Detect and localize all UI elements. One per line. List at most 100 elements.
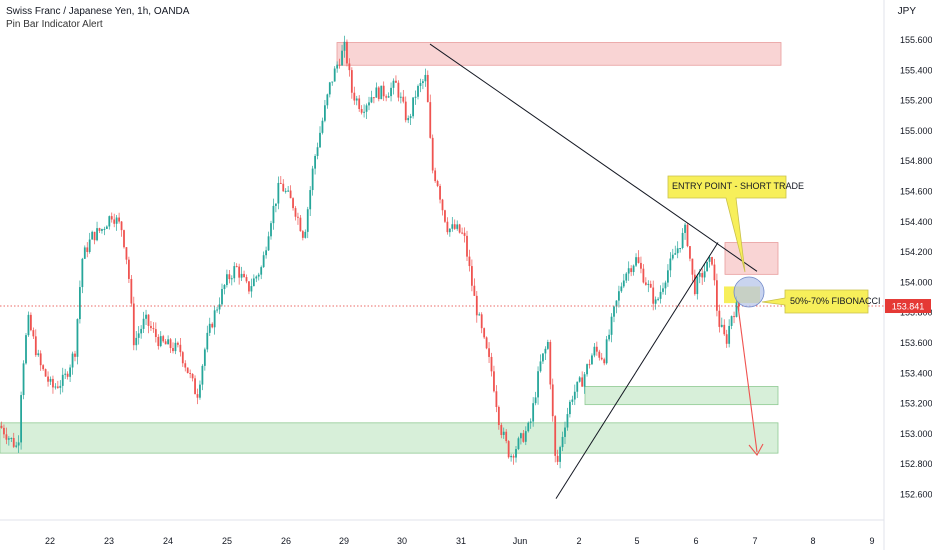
- candles-layer: [0, 35, 740, 469]
- candle-body: [287, 190, 290, 192]
- symbol-title[interactable]: Swiss Franc / Japanese Yen, 1h, OANDA: [6, 6, 190, 17]
- candle-body: [284, 190, 287, 192]
- candle-body: [471, 266, 473, 286]
- candle-body: [282, 183, 285, 192]
- candle-body: [47, 376, 49, 382]
- candle-body: [74, 353, 76, 357]
- y-tick-label: 155.000: [900, 126, 932, 136]
- candle-body: [294, 208, 297, 217]
- y-tick-label: 153.400: [900, 368, 932, 378]
- candle-body: [505, 431, 508, 442]
- candle-body: [169, 339, 172, 349]
- candle-body: [414, 96, 417, 98]
- candle-body: [720, 324, 723, 327]
- candle-body: [194, 378, 196, 395]
- candle-body: [52, 378, 54, 388]
- last-price-badge: [885, 299, 931, 314]
- demand-zone: [0, 422, 779, 454]
- x-tick-label: 23: [104, 536, 114, 546]
- candle-body: [179, 344, 182, 353]
- candle-body: [493, 371, 495, 392]
- candle-body: [360, 109, 363, 113]
- candle-body: [610, 316, 613, 335]
- candle-body: [275, 203, 277, 206]
- candle-body: [196, 394, 199, 398]
- y-tick-label: 152.800: [900, 459, 932, 469]
- x-tick-label: 22: [45, 536, 55, 546]
- candle-body: [635, 257, 637, 266]
- candle-body: [380, 85, 383, 100]
- candle-body: [404, 101, 407, 121]
- candle-body: [333, 68, 336, 82]
- x-tick-label: 7: [752, 536, 757, 546]
- candle-body: [520, 433, 522, 439]
- candle-body: [375, 87, 378, 98]
- candle-body: [561, 436, 564, 448]
- candle-body: [605, 339, 608, 364]
- candle-body: [110, 216, 113, 220]
- candle-body: [353, 92, 356, 101]
- candle-body: [647, 283, 650, 285]
- candle-body: [522, 433, 525, 442]
- candle-body: [137, 333, 140, 338]
- candle-body: [203, 349, 206, 366]
- candle-body: [279, 182, 282, 184]
- candle-body: [382, 85, 385, 97]
- y-tick-label: 152.600: [900, 490, 932, 500]
- candle-body: [235, 266, 238, 268]
- candle-body: [12, 437, 15, 447]
- projection-arrow-head: [748, 443, 764, 456]
- candle-body: [659, 291, 662, 299]
- candle-body: [475, 295, 478, 316]
- y-tick-label: 154.600: [900, 187, 932, 197]
- candle-body: [390, 87, 392, 97]
- candle-body: [98, 228, 101, 231]
- candle-body: [573, 391, 576, 400]
- candle-body: [706, 261, 708, 272]
- candle-body: [436, 181, 439, 186]
- candle-body: [512, 455, 515, 458]
- candle-body: [725, 334, 728, 344]
- candle-body: [564, 427, 566, 437]
- candle-body: [226, 274, 228, 286]
- candle-body: [44, 369, 47, 377]
- candle-body: [578, 377, 581, 382]
- candle-body: [556, 455, 559, 462]
- candle-body: [527, 422, 530, 432]
- candle-body: [654, 299, 657, 304]
- candle-body: [331, 81, 334, 83]
- candle-body: [159, 336, 162, 347]
- candle-body: [483, 328, 486, 338]
- candle-body: [79, 287, 81, 320]
- candle-body: [255, 276, 258, 279]
- candle-body: [39, 353, 42, 366]
- candle-body: [583, 374, 586, 387]
- candle-body: [689, 246, 691, 259]
- candle-body: [267, 236, 270, 251]
- candle-body: [551, 384, 554, 417]
- indicator-label[interactable]: Pin Bar Indicator Alert: [6, 19, 103, 30]
- projection-arrow-line: [737, 305, 758, 453]
- candle-body: [321, 120, 324, 133]
- candle-body: [191, 373, 194, 379]
- candle-body: [591, 355, 593, 365]
- candle-body: [164, 341, 167, 345]
- candle-body: [103, 228, 106, 230]
- candle-body: [649, 283, 652, 288]
- candle-body: [152, 328, 155, 330]
- candle-body: [669, 258, 672, 271]
- candle-body: [167, 339, 169, 345]
- fibonacci-callout-bubble: [761, 289, 869, 314]
- candle-body: [549, 342, 552, 385]
- candle-body: [211, 323, 214, 328]
- candle-body: [468, 256, 471, 267]
- candle-body: [662, 288, 664, 292]
- candle-body: [147, 314, 150, 326]
- candle-body: [622, 280, 625, 287]
- candle-body: [113, 219, 116, 224]
- candle-body: [478, 314, 481, 316]
- candle-body: [292, 198, 294, 209]
- candle-body: [711, 256, 713, 265]
- candle-body: [387, 96, 390, 98]
